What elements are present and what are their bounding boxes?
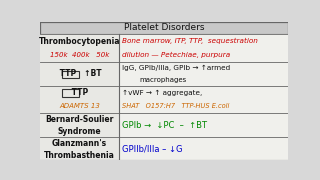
Bar bbox=[40, 22, 288, 34]
Text: Thrombasthenia: Thrombasthenia bbox=[44, 151, 115, 160]
Text: Platelet Disorders: Platelet Disorders bbox=[124, 23, 204, 32]
Bar bbox=[40, 113, 119, 137]
Text: GPIb →  ↓PC  –  ↑BT: GPIb → ↓PC – ↑BT bbox=[122, 121, 207, 130]
Text: TTP: TTP bbox=[69, 88, 91, 97]
Text: ADAMTS 13: ADAMTS 13 bbox=[59, 103, 100, 109]
Text: Glanzmann's: Glanzmann's bbox=[52, 139, 107, 148]
Text: macrophages: macrophages bbox=[139, 77, 187, 83]
Text: IgG, GPIb/IIIa, GPIb → ↑armed: IgG, GPIb/IIIa, GPIb → ↑armed bbox=[122, 65, 230, 71]
Bar bbox=[119, 34, 288, 62]
Bar bbox=[40, 137, 119, 162]
Bar bbox=[119, 137, 288, 162]
Text: Bone marrow, ITP, TTP,  sequestration: Bone marrow, ITP, TTP, sequestration bbox=[122, 38, 258, 44]
Text: 150k  400k   50k: 150k 400k 50k bbox=[50, 52, 109, 58]
Bar bbox=[119, 62, 288, 86]
Bar bbox=[40, 86, 119, 113]
Text: dilution — Petechiae, purpura: dilution — Petechiae, purpura bbox=[122, 52, 230, 58]
Text: TTP   ↑BT: TTP ↑BT bbox=[57, 69, 102, 78]
Bar bbox=[40, 62, 119, 86]
Text: GPIIb/IIIa – ↓G: GPIIb/IIIa – ↓G bbox=[122, 145, 182, 154]
Bar bbox=[119, 113, 288, 137]
Bar bbox=[40, 34, 119, 62]
Text: Thrombocytopenia: Thrombocytopenia bbox=[39, 37, 120, 46]
Text: Syndrome: Syndrome bbox=[58, 127, 101, 136]
Text: Bernard-Soulier: Bernard-Soulier bbox=[45, 115, 114, 124]
Text: SHAT   O157:H7   TTP-HUS E.coli: SHAT O157:H7 TTP-HUS E.coli bbox=[122, 103, 229, 109]
Text: ↑vWF → ↑ aggregate,: ↑vWF → ↑ aggregate, bbox=[122, 90, 202, 96]
Bar bbox=[119, 86, 288, 113]
